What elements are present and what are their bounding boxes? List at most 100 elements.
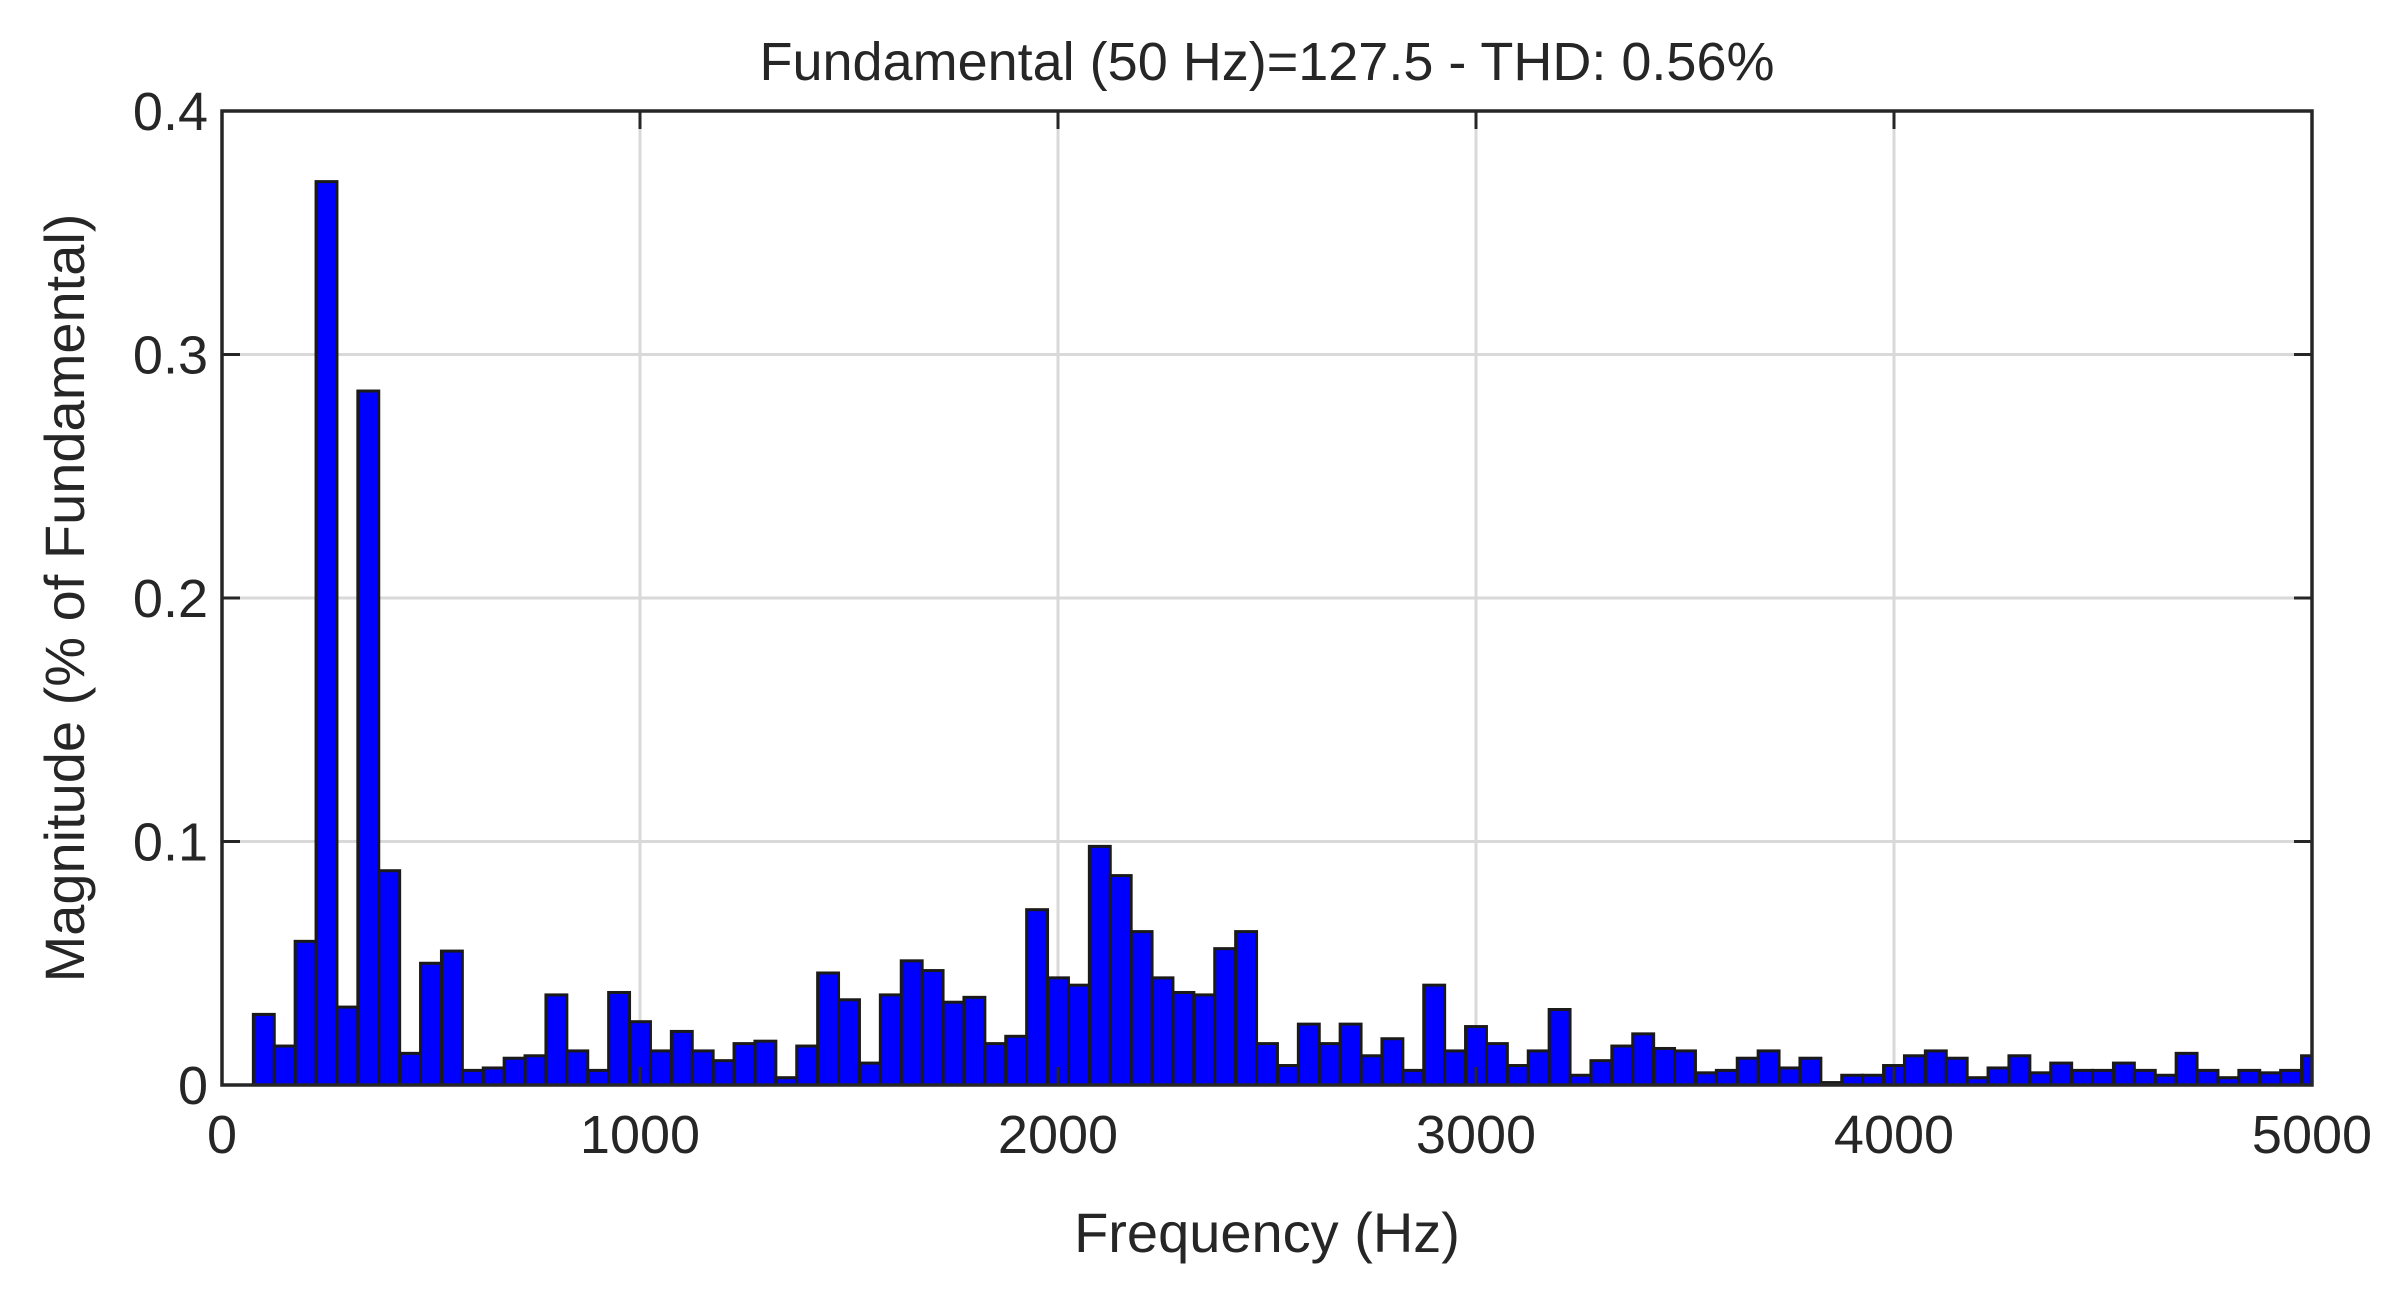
bar-1100hz	[669, 1029, 694, 1087]
bar-2250hz	[1150, 976, 1175, 1087]
bar-3600hz	[1714, 1068, 1739, 1087]
bar-600hz	[460, 1068, 485, 1087]
bar-1450hz	[816, 971, 841, 1087]
bar-4350hz	[2028, 1071, 2053, 1087]
bar-1900hz	[1004, 1034, 1029, 1087]
bar-3150hz	[1526, 1049, 1551, 1087]
bar-1850hz	[983, 1042, 1008, 1087]
bar-350hz	[356, 389, 381, 1087]
bar-2150hz	[1108, 874, 1133, 1087]
bar-2050hz	[1066, 983, 1091, 1087]
bar-3100hz	[1505, 1064, 1530, 1087]
bar-1150hz	[690, 1049, 715, 1087]
grid-lines	[222, 111, 2312, 1085]
bar-3500hz	[1673, 1049, 1697, 1087]
bar-1600hz	[878, 993, 903, 1087]
bar-4750hz	[2195, 1068, 2220, 1087]
bar-2800hz	[1380, 1037, 1405, 1087]
x-tick-label-5: 5000	[2252, 1105, 2372, 1165]
bar-2900hz	[1422, 983, 1447, 1087]
bar-4550hz	[2111, 1061, 2136, 1087]
bar-750hz	[523, 1054, 548, 1087]
bar-1800hz	[962, 995, 987, 1087]
bars	[251, 180, 2314, 1087]
bar-2350hz	[1192, 993, 1217, 1087]
bar-1300hz	[753, 1039, 778, 1087]
bar-1250hz	[732, 1042, 757, 1087]
bar-3350hz	[1610, 1044, 1635, 1087]
bar-1200hz	[711, 1059, 736, 1087]
bar-1550hz	[857, 1061, 882, 1087]
bar-650hz	[481, 1066, 506, 1087]
bar-3650hz	[1735, 1056, 1760, 1087]
bar-2400hz	[1213, 947, 1238, 1087]
bar-4600hz	[2132, 1068, 2157, 1087]
bar-2100hz	[1087, 844, 1112, 1087]
x-tick-label-4: 4000	[1834, 1105, 1954, 1165]
bar-250hz	[314, 180, 339, 1087]
bar-4500hz	[2091, 1068, 2115, 1087]
axes-box	[220, 109, 2314, 1087]
bar-100hz	[251, 1012, 276, 1087]
bar-2500hz	[1255, 1042, 1279, 1087]
bar-1700hz	[920, 969, 945, 1087]
chart-title: Fundamental (50 Hz)=127.5 - THD: 0.56%	[759, 32, 1774, 92]
bar-300hz	[335, 1005, 360, 1087]
bar-400hz	[377, 869, 402, 1087]
x-tick-label-2: 2000	[998, 1105, 1118, 1165]
bar-850hz	[565, 1049, 590, 1087]
bar-700hz	[502, 1056, 527, 1087]
bar-4150hz	[1944, 1056, 1969, 1087]
y-tick-label-4: 0.4	[133, 82, 208, 142]
y-tick-label-3: 0.3	[133, 326, 208, 386]
bar-550hz	[439, 949, 464, 1087]
bar-500hz	[419, 961, 443, 1087]
y-axis-label: Magnitude (% of Fundamental)	[33, 214, 96, 983]
bar-800hz	[544, 993, 569, 1087]
x-axis-label: Frequency (Hz)	[1074, 1201, 1460, 1264]
bar-1650hz	[899, 959, 924, 1087]
bar-2300hz	[1171, 990, 1196, 1087]
bar-3550hz	[1693, 1071, 1718, 1087]
y-tick-label-0: 0	[178, 1056, 208, 1116]
bar-2950hz	[1443, 1049, 1468, 1087]
bar-1500hz	[837, 998, 861, 1087]
bar-3200hz	[1547, 1008, 1572, 1087]
bar-3450hz	[1652, 1046, 1677, 1087]
bar-2650hz	[1317, 1042, 1342, 1087]
bar-2750hz	[1359, 1054, 1384, 1087]
bar-4250hz	[1986, 1066, 2011, 1087]
bar-2850hz	[1401, 1068, 1426, 1087]
y-tick-label-1: 0.1	[133, 813, 208, 873]
bar-4850hz	[2237, 1068, 2262, 1087]
tick-labels: 0 1000 2000 3000 4000 5000 0 0.1 0.2 0.3 0.4	[133, 82, 2372, 1165]
bar-4300hz	[2007, 1054, 2032, 1087]
bar-3300hz	[1589, 1059, 1614, 1087]
x-tick-label-0: 0	[207, 1105, 237, 1165]
bar-900hz	[586, 1068, 611, 1087]
x-tick-label-1: 1000	[580, 1105, 700, 1165]
bar-2550hz	[1275, 1064, 1300, 1087]
bar-2450hz	[1234, 930, 1259, 1087]
bar-4400hz	[2049, 1061, 2074, 1087]
bar-450hz	[398, 1051, 423, 1087]
bar-2200hz	[1129, 930, 1154, 1087]
bar-3800hz	[1798, 1056, 1823, 1087]
bar-2600hz	[1296, 1022, 1321, 1087]
bar-4100hz	[1923, 1049, 1948, 1087]
bar-1950hz	[1025, 908, 1050, 1087]
bar-3700hz	[1756, 1049, 1781, 1087]
bar-1400hz	[795, 1044, 820, 1087]
bar-4950hz	[2279, 1068, 2304, 1087]
bar-3050hz	[1484, 1042, 1509, 1087]
bar-200hz	[293, 939, 318, 1087]
bar-4050hz	[1902, 1054, 1927, 1087]
y-tick-label-2: 0.2	[133, 569, 208, 629]
bar-4900hz	[2258, 1071, 2283, 1087]
bar-2700hz	[1338, 1022, 1363, 1087]
bar-950hz	[607, 990, 632, 1087]
bar-3750hz	[1777, 1066, 1802, 1087]
bar-1750hz	[941, 1000, 966, 1087]
